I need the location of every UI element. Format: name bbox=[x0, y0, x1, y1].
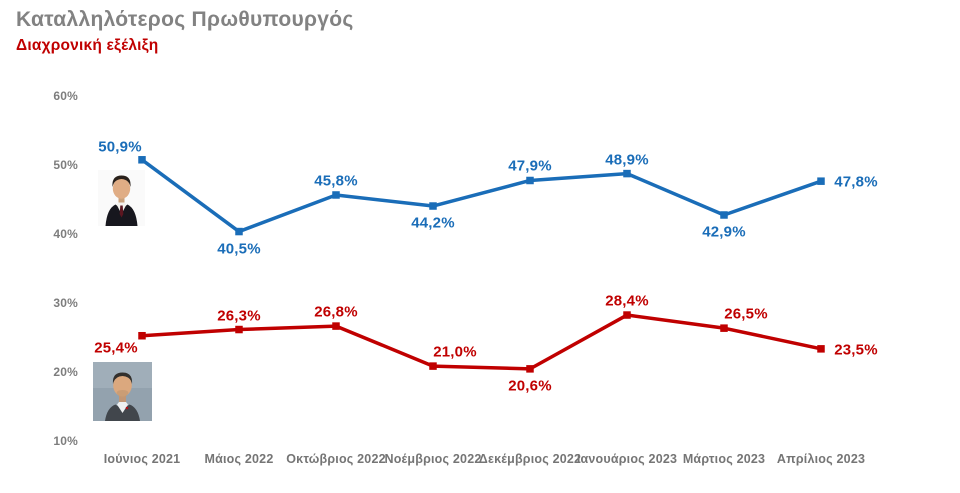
blue-data-point-label: 44,2% bbox=[411, 214, 455, 232]
x-axis-tick-label: Νοέμβριος 2022 bbox=[384, 452, 482, 466]
y-axis-tick-label: 50% bbox=[53, 158, 78, 172]
x-axis-tick-label: Απρίλιος 2023 bbox=[776, 452, 866, 466]
red-data-point-label: 26,3% bbox=[217, 307, 261, 325]
blue-data-point-marker bbox=[623, 169, 631, 178]
y-axis-tick-label: 40% bbox=[53, 227, 78, 241]
red-data-point-label: 20,6% bbox=[508, 377, 552, 395]
red-data-point-label: 25,4% bbox=[94, 339, 138, 357]
blue-data-point-label: 40,5% bbox=[217, 240, 261, 258]
blue-series-line bbox=[140, 158, 823, 234]
mitsotakis-portrait-photo bbox=[98, 170, 145, 226]
blue-data-point-label: 45,8% bbox=[314, 172, 358, 190]
red-data-point-marker bbox=[429, 362, 437, 370]
x-axis-tick-label: Μάρτιος 2023 bbox=[682, 452, 766, 466]
mitsotakis-portrait-icon bbox=[98, 170, 145, 226]
tsipras-portrait-icon bbox=[93, 362, 152, 421]
blue-data-point-marker bbox=[138, 156, 146, 164]
blue-data-point-label: 47,8% bbox=[834, 173, 878, 191]
y-axis-tick-label: 60% bbox=[53, 89, 78, 103]
blue-data-point-marker bbox=[332, 191, 340, 199]
blue-data-point-marker bbox=[817, 177, 825, 185]
red-data-point-marker bbox=[817, 345, 825, 353]
blue-data-point-label: 42,9% bbox=[702, 223, 746, 241]
blue-data-point-label: 50,9% bbox=[98, 138, 142, 156]
chart-subtitle: Διαχρονική εξέλιξη bbox=[16, 37, 159, 54]
red-data-point-marker bbox=[332, 322, 340, 330]
red-data-point-label: 26,8% bbox=[314, 303, 358, 321]
blue-data-point-label: 48,9% bbox=[605, 151, 649, 169]
red-data-point-marker bbox=[526, 365, 534, 373]
x-axis-tick-label: Οκτώβριος 2022 bbox=[286, 452, 386, 466]
x-axis-tick-label: Ιανουάριος 2023 bbox=[576, 452, 678, 466]
red-data-point-marker bbox=[235, 325, 243, 334]
blue-data-point-marker bbox=[429, 202, 437, 210]
red-data-point-label: 26,5% bbox=[724, 305, 768, 323]
red-data-point-marker bbox=[138, 331, 146, 340]
blue-data-point-marker bbox=[526, 176, 534, 185]
y-axis-tick-label: 30% bbox=[53, 296, 78, 310]
red-series-line bbox=[140, 313, 823, 371]
tsipras-portrait-photo bbox=[93, 362, 152, 421]
blue-data-point-marker bbox=[235, 227, 243, 236]
x-axis-tick-label: Μάιος 2022 bbox=[204, 452, 274, 466]
y-axis-tick-label: 10% bbox=[53, 434, 78, 448]
red-data-point-label: 28,4% bbox=[605, 292, 649, 310]
x-axis-tick-label: Δεκέμβριος 2022 bbox=[478, 452, 582, 466]
red-data-point-marker bbox=[623, 311, 631, 319]
chart-title: Καταλληλότερος Πρωθυπουργός bbox=[16, 8, 354, 31]
blue-data-point-label: 47,9% bbox=[508, 157, 552, 175]
blue-data-point-marker bbox=[720, 211, 728, 219]
x-axis-tick-label: Ιούνιος 2021 bbox=[103, 452, 181, 466]
red-data-point-label: 23,5% bbox=[834, 341, 878, 359]
y-axis-tick-label: 20% bbox=[53, 365, 78, 379]
red-data-point-marker bbox=[720, 324, 728, 332]
red-data-point-label: 21,0% bbox=[433, 343, 477, 361]
